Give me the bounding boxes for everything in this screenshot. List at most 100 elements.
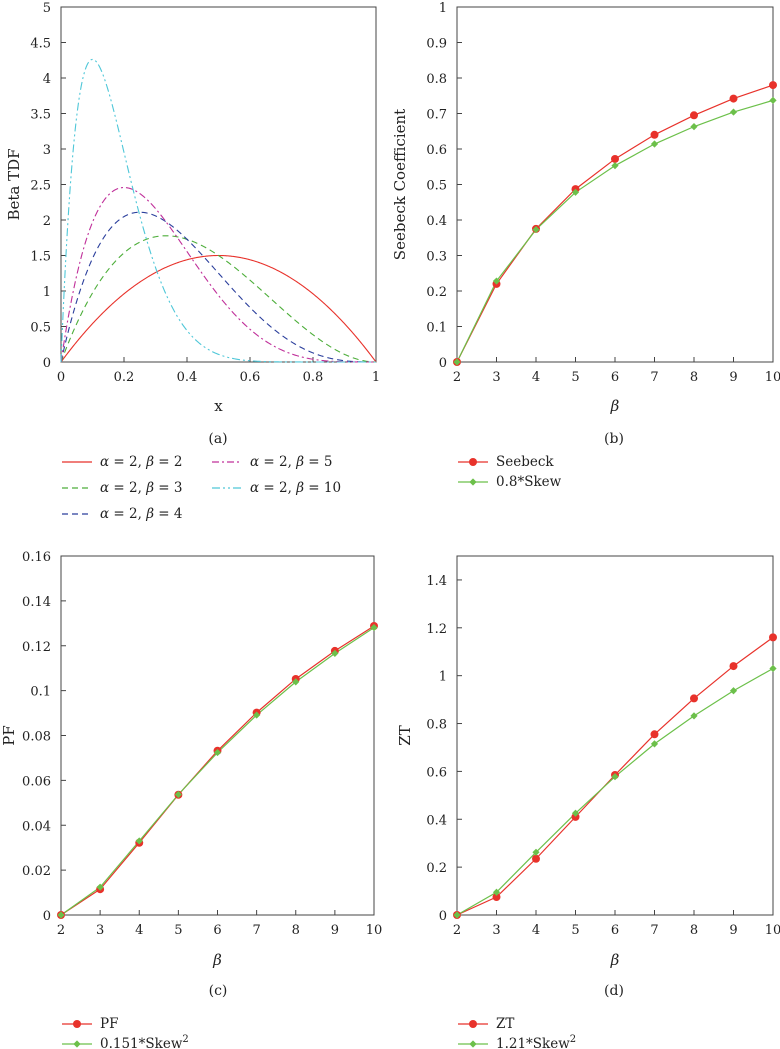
legend-label: 0.151*Skew2 (100, 1034, 189, 1049)
x-tick-label: 0.4 (177, 370, 198, 385)
data-point (253, 711, 261, 719)
y-axis-title: ZT (396, 725, 414, 745)
y-tick-label: 2 (43, 214, 51, 229)
x-tick-label: 7 (252, 923, 260, 938)
legend-marker (469, 478, 477, 486)
panel-label-c: (c) (209, 983, 228, 999)
x-tick-label: 4 (135, 923, 143, 938)
x-tick-label: 6 (611, 370, 619, 385)
y-tick-label: 1 (43, 285, 51, 300)
x-axis-title: β (610, 951, 620, 969)
y-tick-label: 1 (439, 1, 447, 16)
y-tick-label: 0.5 (426, 179, 447, 194)
y-tick-label: 0.2 (426, 861, 447, 876)
legend-label: Seebeck (496, 454, 554, 470)
panel-labels: (a) (b) (c) (d) (208, 431, 624, 999)
panel-label-d: (d) (604, 983, 624, 999)
y-tick-label: 0.7 (426, 108, 447, 123)
data-point (650, 730, 659, 739)
x-tick-label: 4 (532, 923, 540, 938)
x-tick-label: 0 (57, 370, 65, 385)
legend-label: PF (100, 1016, 118, 1032)
y-tick-label: 0.4 (426, 214, 447, 229)
plot-frame (456, 555, 774, 916)
x-tick-label: 6 (611, 923, 619, 938)
panel-b: 2 3 4 5 6 7 8 9 10 0 0.1 0.2 0.3 0.4 0.5 0.6 0.7 0.8 0.9 1 β… (391, 1, 780, 490)
y-tick-label: 1 (439, 670, 447, 685)
legend-label: 1.21*Skew2 (496, 1034, 576, 1049)
x-tick-label: 0.6 (240, 370, 261, 385)
x-tick-label: 5 (174, 923, 182, 938)
data-point (729, 687, 738, 695)
y-tick-label: 0.8 (426, 718, 447, 733)
data-point (370, 623, 378, 632)
y-tick-label: 0.5 (30, 321, 51, 336)
y-tick-label: 1.5 (30, 250, 51, 265)
data-point (492, 888, 501, 896)
data-point (532, 848, 540, 856)
x-tick-label: 5 (571, 370, 579, 385)
legend-label: α = 2, β = 10 (250, 480, 341, 496)
x-tick-label: 3 (492, 370, 500, 385)
x-tick-label: 7 (650, 370, 658, 385)
series-line (60, 235, 377, 363)
x-tick-label: 8 (690, 370, 698, 385)
y-tick-label: 0.12 (22, 640, 51, 655)
panel-label-a: (a) (208, 431, 227, 447)
y-tick-label: 3.5 (30, 108, 51, 123)
data-point (331, 649, 339, 657)
data-point (532, 854, 540, 863)
legend-marker (469, 1040, 477, 1048)
data-point (135, 837, 143, 845)
legend: α = 2, β = 2 α = 2, β = 3 α = 2, β = 4 α = … (62, 454, 341, 522)
data-point (492, 277, 501, 285)
legend-marker (73, 1020, 81, 1028)
data-point (690, 123, 698, 131)
y-tick-label: 0.16 (22, 550, 51, 565)
y-tick-label: 3 (43, 143, 51, 158)
y-tick-label: 0.08 (22, 730, 51, 745)
series-line (60, 625, 375, 916)
data-point (650, 140, 659, 148)
data-point (571, 809, 580, 817)
panel-d: 2 3 4 5 6 7 8 9 10 0 0.2 0.4 0.6 0.8 1 1.2 1.4 β ZT ZT 1.21*… (396, 555, 780, 1049)
series-line (60, 627, 375, 916)
x-tick-label: 10 (366, 923, 383, 938)
y-axis-title: Seebeck Coefficient (391, 109, 409, 260)
data-point (611, 773, 619, 781)
y-tick-label: 0.06 (22, 774, 51, 789)
data-point (690, 111, 698, 120)
y-tick-label: 0.6 (426, 765, 447, 780)
y-tick-label: 1.4 (426, 574, 447, 589)
plot-frame (60, 555, 375, 916)
legend-label: α = 2, β = 4 (100, 506, 183, 522)
x-tick-label: 9 (729, 370, 737, 385)
data-point (453, 911, 461, 919)
y-tick-label: 0.1 (426, 321, 447, 336)
data-point (492, 893, 501, 902)
x-tick-label: 6 (213, 923, 221, 938)
data-point (729, 108, 738, 116)
plot-frame (456, 6, 774, 363)
y-tick-label: 0.3 (426, 250, 447, 265)
x-axis-title: x (214, 397, 223, 415)
data-point (611, 154, 619, 163)
data-point (453, 358, 461, 366)
y-tick-label: 0 (439, 909, 447, 924)
y-tick-label: 0.1 (30, 685, 51, 700)
x-tick-label: 4 (532, 370, 540, 385)
y-tick-label: 0.2 (426, 285, 447, 300)
x-tick-label: 3 (492, 923, 500, 938)
y-axis-title: PF (0, 725, 18, 746)
data-point (769, 633, 777, 642)
x-tick-label: 10 (765, 370, 780, 385)
x-tick-label: 0.2 (114, 370, 135, 385)
legend-label: ZT (496, 1016, 514, 1032)
x-axis-title: β (610, 397, 620, 415)
data-point (769, 81, 777, 90)
series-line (60, 186, 376, 363)
data-point (96, 883, 104, 891)
x-tick-label: 9 (729, 923, 737, 938)
x-tick-label: 8 (690, 923, 698, 938)
